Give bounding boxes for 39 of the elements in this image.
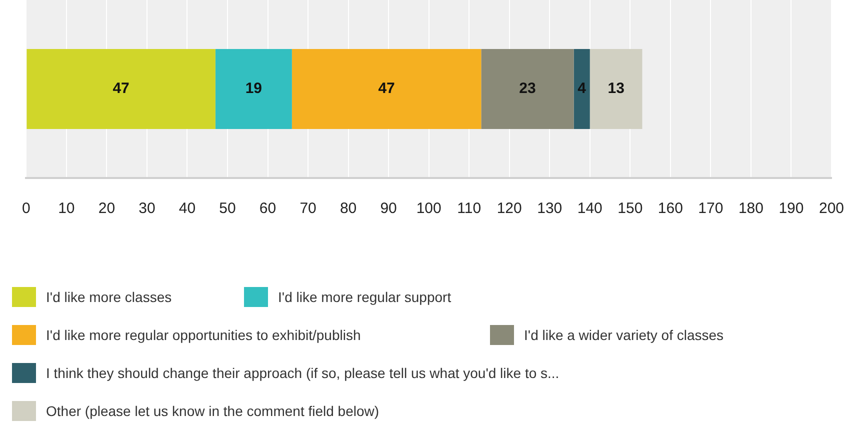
x-tick-label: 70 (300, 200, 316, 218)
x-tick-label: 0 (22, 200, 30, 218)
legend-label: I'd like more classes (46, 289, 172, 305)
legend-label: Other (please let us know in the comment field below) (46, 403, 380, 419)
x-tick-label: 90 (380, 200, 397, 218)
x-tick-label: 60 (259, 200, 276, 218)
data-label: 19 (245, 80, 262, 98)
data-label: 13 (608, 80, 624, 98)
x-tick-label: 40 (178, 200, 196, 218)
x-tick-label: 100 (416, 200, 442, 218)
x-tick-label: 130 (537, 200, 562, 218)
x-tick-label: 170 (698, 200, 724, 218)
x-tick-label: 30 (138, 200, 156, 218)
x-tick-label: 140 (577, 200, 602, 218)
bar (481, 48, 574, 130)
bar (292, 48, 482, 130)
x-tick-label: 120 (496, 200, 522, 218)
bar (574, 48, 590, 130)
x-tick-label: 80 (340, 200, 357, 218)
data-label: 4 (578, 80, 587, 98)
legend-label: I'd like a wider variety of classes (524, 327, 724, 343)
x-tick-label: 200 (818, 200, 844, 218)
x-tick-label: 180 (738, 200, 764, 218)
x-tick-label: 20 (98, 200, 116, 218)
legend-label: I think they should change their approach (if so, please tell us what you'd like to s... (46, 365, 560, 381)
legend-label: I'd like more regular opportunities to exhibit/publish (46, 327, 361, 343)
data-label: 47 (112, 80, 130, 98)
x-tick-label: 50 (219, 200, 236, 218)
x-tick-label: 10 (58, 200, 75, 218)
data-label: 23 (519, 80, 536, 98)
x-tick-label: 150 (618, 200, 643, 218)
legend-label: I'd like more regular support (278, 289, 452, 305)
data-label: 47 (378, 80, 395, 98)
x-tick-label: 160 (658, 200, 683, 218)
x-tick-label: 110 (457, 200, 482, 218)
x-tick-label: 190 (778, 200, 804, 218)
bar (590, 48, 642, 130)
bar (215, 48, 292, 130)
bar (26, 48, 216, 130)
